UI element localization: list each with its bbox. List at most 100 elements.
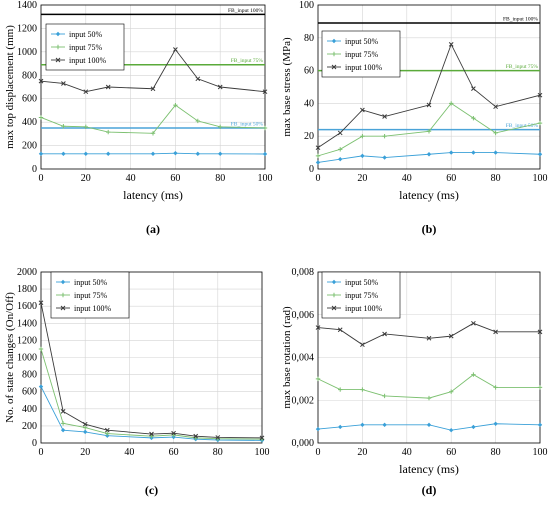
plot-frame (40, 271, 263, 444)
data-point (217, 84, 223, 90)
data-point (83, 151, 88, 156)
data-point (382, 331, 387, 337)
data-point (60, 292, 66, 298)
data-point (195, 118, 200, 124)
legend: input 50% input 75% input 100% (321, 271, 401, 319)
data-point (60, 279, 66, 285)
data-point (83, 425, 88, 430)
reference-line-label: FB_input 50% (231, 122, 264, 128)
data-point (331, 38, 337, 44)
data-point (449, 150, 454, 155)
y-tick-label: 200 (22, 141, 37, 152)
data-point (83, 89, 89, 95)
data-point (537, 152, 543, 157)
x-axis-label: latency (ms) (399, 188, 459, 202)
y-tick-label: 400 (22, 404, 37, 415)
y-tick-label: 1200 (17, 335, 37, 346)
legend-label: input 100% (74, 304, 111, 313)
data-point (38, 346, 44, 352)
data-point (262, 125, 268, 131)
x-tick-label: 40 (124, 447, 134, 458)
data-point (38, 384, 44, 389)
y-tick-label: 0 (32, 164, 37, 175)
y-tick-label: 0 (309, 164, 314, 175)
data-point (360, 387, 365, 392)
data-point (83, 124, 88, 130)
y-tick-label: 0,006 (292, 310, 315, 321)
data-point (82, 421, 88, 427)
data-point (426, 395, 432, 401)
y-tick-label: 400 (22, 117, 37, 128)
legend-label: input 75% (74, 291, 107, 300)
x-tick-label: 20 (81, 173, 91, 184)
data-point (193, 433, 199, 439)
x-tick-label: 80 (213, 447, 223, 458)
x-tick-label: 0 (39, 447, 44, 458)
reference-line-label: FB_input 75% (506, 64, 539, 70)
data-point (426, 422, 432, 428)
data-point (537, 422, 543, 428)
data-point (83, 429, 88, 435)
series-line-input-100 (317, 322, 540, 346)
data-point (215, 435, 221, 440)
legend-label: input 75% (69, 43, 102, 52)
legend: input 50% input 75% input 100% (321, 30, 401, 78)
data-point (382, 155, 387, 160)
data-point (448, 333, 454, 339)
x-tick-label: 20 (357, 447, 367, 458)
y-tick-label: 80 (304, 33, 314, 44)
series-line-input-50 (40, 386, 263, 441)
data-point (360, 342, 365, 348)
y-tick-label: 1800 (17, 284, 37, 295)
y-tick-label: 800 (22, 370, 37, 381)
data-point (173, 102, 178, 108)
data-point (173, 150, 178, 156)
x-tick-label: 80 (215, 173, 225, 184)
y-tick-label: 800 (22, 70, 37, 81)
data-point (360, 153, 365, 159)
plot-frame (317, 271, 541, 444)
data-point (449, 427, 454, 433)
legend-label: input 50% (74, 278, 107, 287)
data-point (55, 31, 61, 37)
data-point (61, 81, 66, 86)
data-point (493, 385, 498, 390)
data-point (262, 89, 268, 95)
data-point (262, 151, 268, 157)
data-point (61, 124, 66, 129)
data-point (150, 151, 156, 156)
y-tick-label: 1600 (17, 301, 37, 312)
y-tick-label: 0 (32, 438, 37, 449)
legend-label: input 75% (345, 50, 378, 59)
data-point (60, 305, 66, 311)
data-point (493, 150, 498, 155)
data-point (150, 86, 156, 92)
data-point (315, 153, 321, 159)
data-point (426, 129, 432, 134)
series-line-input-75 (317, 374, 540, 399)
data-point (382, 393, 387, 399)
y-tick-label: 2000 (17, 267, 37, 278)
data-point (471, 424, 476, 430)
y-tick-label: 600 (22, 94, 37, 105)
data-point (315, 426, 321, 432)
legend-label: input 100% (345, 304, 382, 313)
data-point (360, 107, 365, 113)
y-axis-label: max base stress (MPa) (281, 37, 293, 137)
y-tick-label: 1200 (17, 23, 37, 34)
data-point (337, 327, 343, 333)
x-tick-label: 20 (357, 173, 367, 184)
data-point (493, 421, 498, 426)
data-point (338, 424, 343, 430)
x-tick-label: 80 (491, 447, 501, 458)
x-axis-label: latency (ms) (399, 462, 459, 476)
data-point (106, 151, 111, 156)
data-point (426, 152, 432, 157)
data-point (315, 160, 321, 165)
panel-label: (a) (146, 222, 160, 236)
data-point (338, 156, 343, 162)
data-point (61, 151, 66, 156)
data-point (471, 320, 476, 326)
panel-label: (b) (422, 222, 437, 236)
